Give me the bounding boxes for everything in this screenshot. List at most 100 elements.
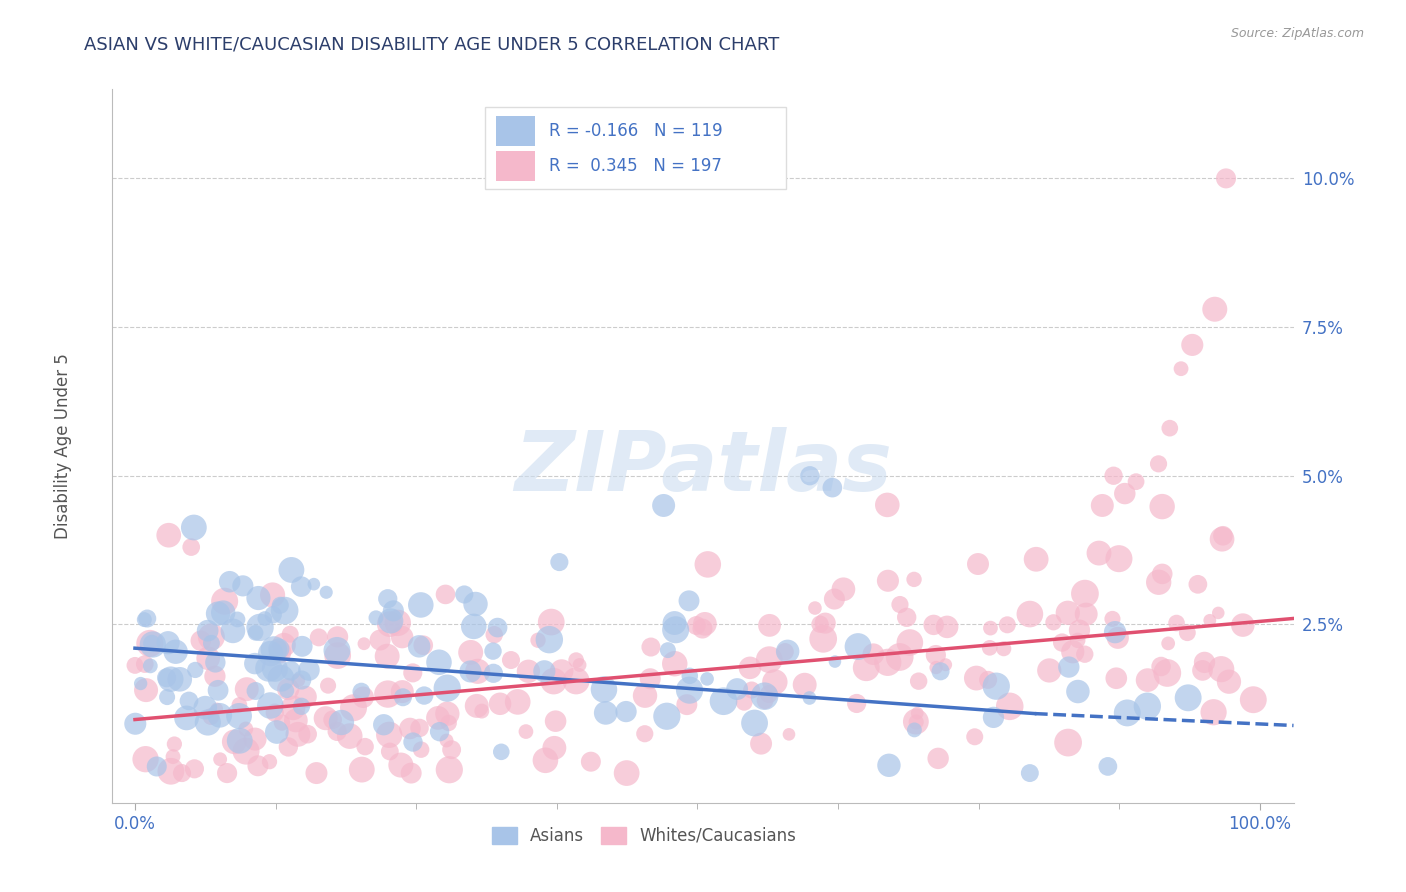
- Point: [135, 752, 157, 766]
- Point: [738, 661, 761, 675]
- Point: [463, 619, 485, 633]
- Point: [208, 708, 231, 723]
- Point: [855, 661, 877, 675]
- Point: [484, 628, 506, 642]
- Point: [517, 665, 540, 679]
- Point: [350, 684, 373, 698]
- Point: [427, 655, 450, 669]
- Point: [194, 700, 217, 714]
- Point: [1088, 546, 1111, 560]
- Point: [243, 732, 266, 747]
- Point: [749, 737, 772, 751]
- Point: [925, 660, 948, 674]
- Point: [1091, 499, 1114, 513]
- Point: [876, 656, 898, 670]
- Point: [134, 613, 156, 627]
- Point: [353, 637, 375, 651]
- Point: [533, 665, 555, 679]
- Point: [877, 758, 900, 772]
- Point: [1105, 671, 1128, 685]
- Point: [640, 640, 662, 654]
- Point: [579, 755, 602, 769]
- Point: [305, 766, 328, 780]
- Point: [141, 636, 163, 650]
- Text: Source: ZipAtlas.com: Source: ZipAtlas.com: [1230, 27, 1364, 40]
- Point: [326, 724, 349, 739]
- Point: [354, 739, 377, 754]
- Point: [129, 676, 152, 690]
- Text: Disability Age Under 5: Disability Age Under 5: [55, 353, 72, 539]
- Point: [1069, 623, 1091, 637]
- Point: [159, 672, 181, 686]
- Point: [287, 727, 309, 741]
- Point: [763, 675, 786, 690]
- Point: [197, 624, 219, 638]
- Point: [1202, 705, 1225, 719]
- Point: [200, 630, 222, 644]
- Point: [1101, 612, 1123, 626]
- Point: [793, 678, 815, 692]
- Point: [277, 682, 299, 697]
- Point: [436, 681, 458, 695]
- Point: [678, 594, 700, 608]
- Point: [427, 711, 450, 725]
- Point: [1215, 171, 1237, 186]
- Point: [1147, 575, 1170, 590]
- Point: [799, 690, 821, 705]
- Point: [876, 498, 898, 512]
- Point: [1074, 647, 1097, 661]
- Point: [290, 699, 312, 714]
- Point: [593, 682, 616, 697]
- Point: [139, 659, 162, 673]
- Point: [1241, 692, 1264, 706]
- Point: [925, 648, 948, 662]
- Point: [1157, 636, 1180, 650]
- Point: [218, 574, 240, 589]
- Point: [134, 657, 156, 671]
- Point: [342, 700, 364, 714]
- FancyBboxPatch shape: [496, 116, 536, 146]
- Point: [243, 657, 266, 671]
- Point: [676, 698, 699, 712]
- Point: [291, 640, 314, 654]
- Point: [1102, 468, 1125, 483]
- Point: [773, 645, 796, 659]
- Point: [235, 682, 257, 697]
- Point: [232, 579, 254, 593]
- Point: [246, 759, 269, 773]
- Point: [391, 684, 413, 698]
- Point: [222, 624, 245, 638]
- Point: [280, 664, 302, 678]
- Point: [979, 640, 1001, 655]
- Point: [679, 669, 702, 683]
- Point: [247, 591, 270, 605]
- Point: [1218, 674, 1240, 689]
- Point: [467, 665, 489, 679]
- Point: [758, 618, 780, 632]
- Point: [744, 716, 766, 731]
- Point: [922, 618, 945, 632]
- Point: [253, 611, 276, 625]
- Text: R =  0.345   N = 197: R = 0.345 N = 197: [550, 157, 723, 175]
- Point: [862, 647, 884, 661]
- Point: [380, 614, 402, 628]
- Point: [1232, 618, 1254, 632]
- Point: [1159, 421, 1181, 435]
- Point: [652, 499, 675, 513]
- Point: [177, 694, 200, 708]
- Point: [200, 636, 222, 650]
- Point: [136, 611, 159, 625]
- Point: [436, 706, 458, 721]
- Point: [1057, 660, 1080, 674]
- Point: [217, 766, 239, 780]
- Point: [378, 728, 401, 742]
- Point: [162, 749, 184, 764]
- Point: [200, 709, 222, 723]
- Point: [905, 706, 928, 721]
- Point: [1170, 361, 1192, 376]
- Point: [548, 555, 571, 569]
- Point: [1206, 606, 1229, 620]
- Point: [326, 648, 349, 663]
- Point: [266, 725, 288, 739]
- Point: [595, 706, 617, 720]
